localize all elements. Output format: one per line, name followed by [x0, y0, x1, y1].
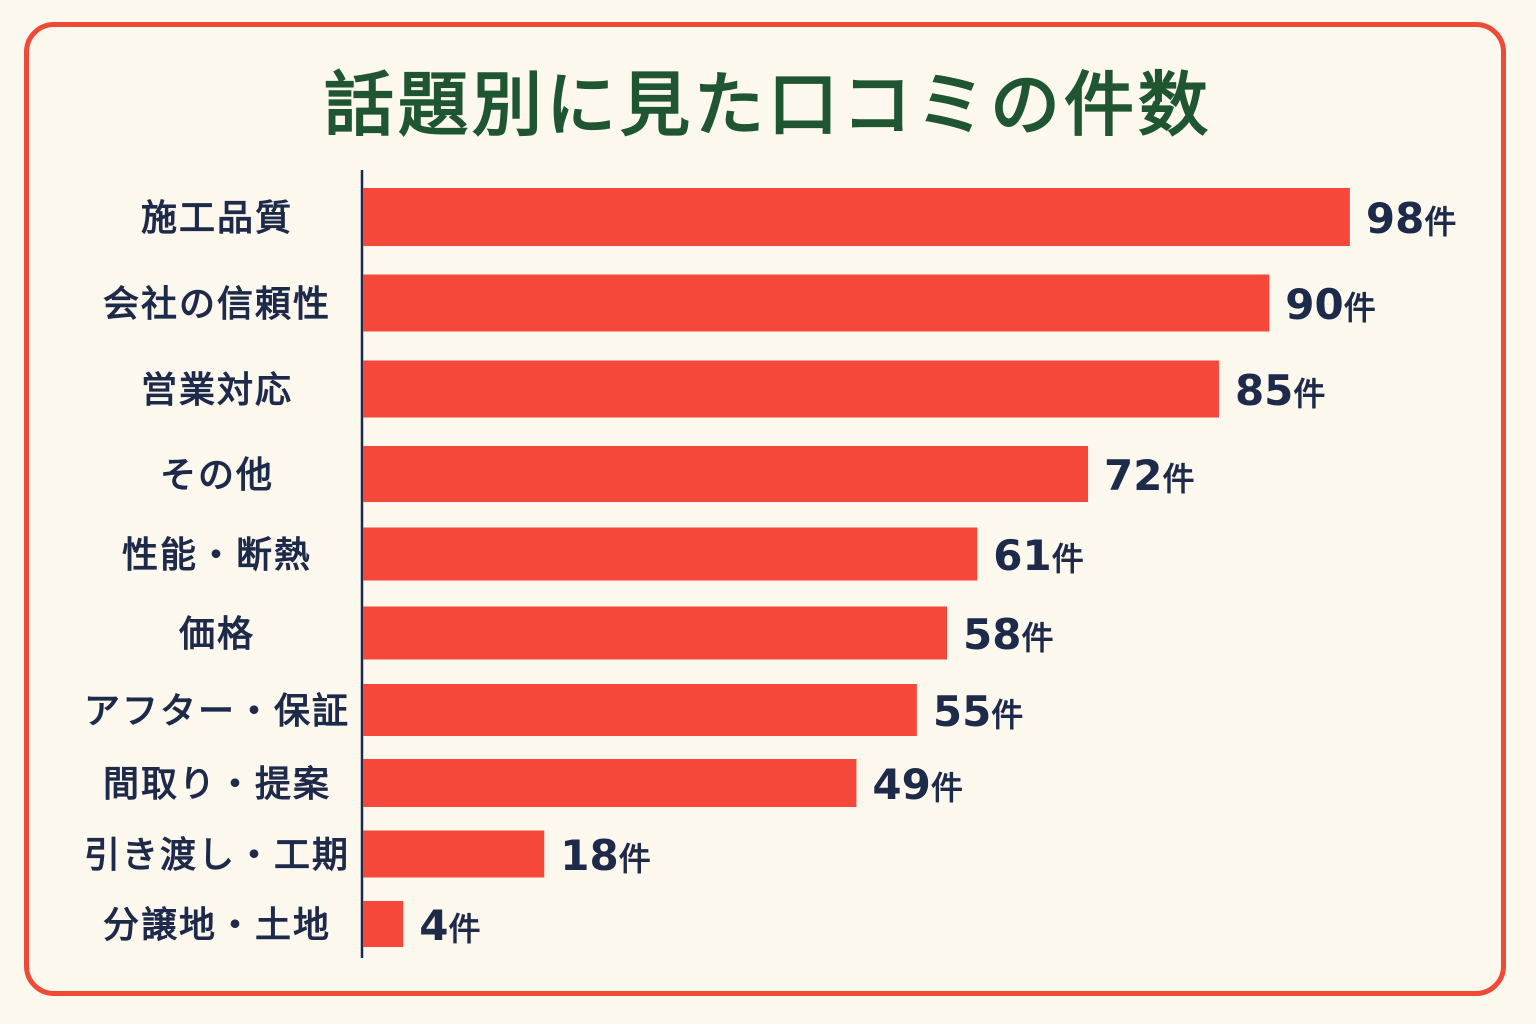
- bar-8: [363, 759, 857, 807]
- data-label: 4件: [419, 901, 480, 950]
- category-label: 価格: [178, 614, 255, 655]
- bar-9: [363, 830, 545, 878]
- category-label: 会社の信頼性: [103, 284, 331, 325]
- category-label: アフター・保証: [84, 691, 350, 732]
- bar-6: [363, 606, 948, 660]
- category-label: 間取り・提案: [103, 764, 331, 805]
- category-label: 引き渡し・工期: [84, 835, 350, 876]
- category-label: 性能・断熱: [122, 535, 312, 576]
- bar-7: [363, 684, 917, 736]
- chart-frame: [24, 22, 1506, 996]
- data-label: 90件: [1285, 280, 1375, 329]
- data-label: 85件: [1235, 366, 1325, 415]
- category-label: その他: [160, 455, 274, 496]
- chart-title: 話題別に見た口コミの件数: [324, 64, 1212, 146]
- data-label: 72件: [1104, 451, 1194, 500]
- bar-4: [363, 446, 1089, 502]
- bar-10: [363, 901, 404, 947]
- bar-1: [363, 188, 1350, 246]
- data-label: 98件: [1366, 194, 1456, 243]
- data-label: 49件: [872, 760, 962, 809]
- bar-3: [363, 360, 1219, 418]
- category-label: 営業対応: [141, 370, 293, 411]
- bar-2: [363, 274, 1270, 332]
- bar-5: [363, 527, 978, 581]
- data-label: 55件: [933, 687, 1023, 736]
- data-label: 61件: [993, 531, 1083, 580]
- category-label: 分譲地・土地: [103, 905, 331, 946]
- data-label: 18件: [560, 831, 650, 880]
- data-label: 58件: [963, 610, 1053, 659]
- category-label: 施工品質: [141, 198, 293, 239]
